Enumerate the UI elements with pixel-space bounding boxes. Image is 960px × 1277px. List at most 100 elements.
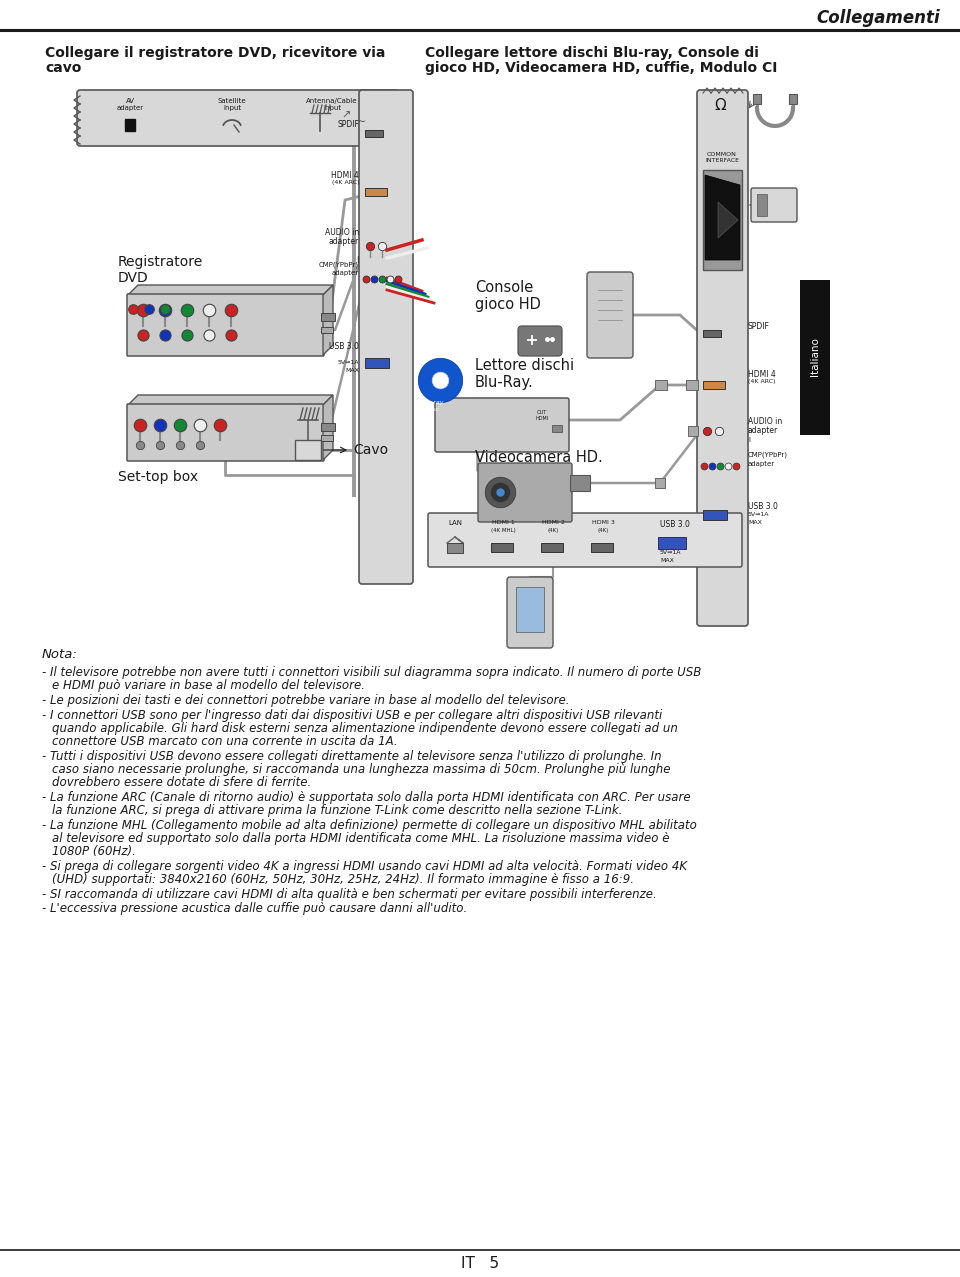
Text: CMP(YPbPr): CMP(YPbPr) xyxy=(748,452,788,458)
Text: la funzione ARC, si prega di attivare prima la funzione T-Link come descritto ne: la funzione ARC, si prega di attivare pr… xyxy=(52,805,622,817)
Text: USB 3.0: USB 3.0 xyxy=(748,502,778,511)
Bar xyxy=(688,427,698,435)
Text: - Tutti i dispositivi USB devono essere collegati direttamente al televisore sen: - Tutti i dispositivi USB devono essere … xyxy=(42,750,661,762)
Text: - I connettori USB sono per l'ingresso dati dai dispositivi USB e per collegare : - I connettori USB sono per l'ingresso d… xyxy=(42,709,662,722)
Bar xyxy=(655,478,665,488)
Text: adapter: adapter xyxy=(332,269,359,276)
Text: Set-top box: Set-top box xyxy=(118,470,198,484)
Bar xyxy=(789,94,797,103)
Text: IT   5: IT 5 xyxy=(461,1255,499,1271)
Text: CMP(YPbPr): CMP(YPbPr) xyxy=(319,261,359,267)
Text: (4K): (4K) xyxy=(597,527,609,533)
Text: 5V⇒1A: 5V⇒1A xyxy=(660,550,682,555)
Polygon shape xyxy=(705,175,740,261)
Text: Ω: Ω xyxy=(714,97,726,112)
Text: SPDIF: SPDIF xyxy=(337,120,359,129)
Text: $\nearrow$: $\nearrow$ xyxy=(339,110,351,120)
Text: MAX: MAX xyxy=(748,520,762,525)
FancyBboxPatch shape xyxy=(77,89,398,146)
Bar xyxy=(447,543,463,553)
Text: Italiano: Italiano xyxy=(810,337,820,377)
Text: adapter: adapter xyxy=(748,427,779,435)
Bar xyxy=(516,587,544,632)
Bar xyxy=(591,543,613,552)
Text: - La funzione ARC (Canale di ritorno audio) è supportata solo dalla porta HDMI i: - La funzione ARC (Canale di ritorno aud… xyxy=(42,790,690,803)
Text: Disc: Disc xyxy=(426,407,440,412)
Text: I: I xyxy=(356,255,359,266)
Text: - L'eccessiva pressione acustica dalle cuffie può causare danni all'udito.: - L'eccessiva pressione acustica dalle c… xyxy=(42,903,468,916)
Text: AV
adapter: AV adapter xyxy=(116,98,144,111)
FancyBboxPatch shape xyxy=(587,272,633,358)
Text: adapter: adapter xyxy=(328,238,359,246)
Bar xyxy=(703,170,742,269)
Text: al televisore ed supportato solo dalla porta HDMI identificata come MHL. La riso: al televisore ed supportato solo dalla p… xyxy=(52,831,669,845)
Text: COMMON
INTERFACE: COMMON INTERFACE xyxy=(705,152,739,162)
FancyBboxPatch shape xyxy=(518,326,562,356)
Text: caso siano necessarie prolunghe, si raccomanda una lunghezza massima di 50cm. Pr: caso siano necessarie prolunghe, si racc… xyxy=(52,762,670,776)
Bar xyxy=(321,313,335,321)
Text: - Le posizioni dei tasti e dei connettori potrebbe variare in base al modello de: - Le posizioni dei tasti e dei connettor… xyxy=(42,693,569,707)
Bar xyxy=(703,381,725,389)
Text: (4K ARC): (4K ARC) xyxy=(748,379,776,384)
Text: cavo: cavo xyxy=(45,61,82,75)
Text: 5V⇒1A: 5V⇒1A xyxy=(748,512,770,517)
Text: 1080P (60Hz).: 1080P (60Hz). xyxy=(52,845,136,858)
Bar xyxy=(365,130,383,137)
Text: MAX: MAX xyxy=(346,368,359,373)
Bar xyxy=(295,441,321,460)
FancyBboxPatch shape xyxy=(435,398,569,452)
Text: (4K ARC): (4K ARC) xyxy=(331,180,359,185)
Text: $\sim$: $\sim$ xyxy=(354,116,366,126)
Polygon shape xyxy=(323,395,333,460)
Text: - La funzione MHL (Collegamento mobile ad alta definizione) permette di collegar: - La funzione MHL (Collegamento mobile a… xyxy=(42,819,697,831)
Bar xyxy=(321,435,333,441)
Text: HDMI 1: HDMI 1 xyxy=(492,520,515,525)
Text: - Si prega di collegare sorgenti video 4K a ingressi HDMI usando cavi HDMI ad al: - Si prega di collegare sorgenti video 4… xyxy=(42,859,687,872)
Text: I: I xyxy=(748,437,750,443)
Text: (UHD) supportati: 3840x2160 (60Hz, 50Hz, 30Hz, 25Hz, 24Hz). Il formato immagine : (UHD) supportati: 3840x2160 (60Hz, 50Hz,… xyxy=(52,873,634,886)
Text: Console
gioco HD: Console gioco HD xyxy=(475,280,540,313)
Text: HDMI 2: HDMI 2 xyxy=(541,520,564,525)
Bar xyxy=(686,381,698,389)
Polygon shape xyxy=(323,285,333,355)
Text: Antenna/Cable
Input: Antenna/Cable Input xyxy=(306,98,358,111)
Text: Nota:: Nota: xyxy=(42,647,78,661)
Text: Lettore dischi
Blu-Ray.: Lettore dischi Blu-Ray. xyxy=(475,358,574,391)
Bar xyxy=(321,327,333,333)
Bar xyxy=(365,358,389,368)
Text: AUDIO in: AUDIO in xyxy=(324,229,359,238)
Text: Videocamera HD.: Videocamera HD. xyxy=(475,450,603,465)
FancyBboxPatch shape xyxy=(127,404,324,461)
Text: (4K): (4K) xyxy=(547,527,559,533)
Text: Satellite
Input: Satellite Input xyxy=(218,98,247,111)
Bar xyxy=(800,280,830,435)
Text: Registratore
DVD: Registratore DVD xyxy=(118,255,204,285)
Text: dovrebbero essere dotate di sfere di ferrite.: dovrebbero essere dotate di sfere di fer… xyxy=(52,776,311,789)
Text: - Il televisore potrebbe non avere tutti i connettori visibili sul diagramma sop: - Il televisore potrebbe non avere tutti… xyxy=(42,667,701,679)
Polygon shape xyxy=(718,202,738,238)
Bar xyxy=(541,543,563,552)
Text: LAN: LAN xyxy=(448,520,462,526)
Polygon shape xyxy=(128,395,333,405)
Text: adapter: adapter xyxy=(748,461,775,467)
Text: Collegamenti: Collegamenti xyxy=(816,9,940,27)
Text: Collegare lettore dischi Blu-ray, Console di: Collegare lettore dischi Blu-ray, Consol… xyxy=(425,46,758,60)
Text: (4K MHL): (4K MHL) xyxy=(491,527,516,533)
Bar xyxy=(570,475,590,490)
Text: quando applicabile. Gli hard disk esterni senza alimentazione indipendente devon: quando applicabile. Gli hard disk estern… xyxy=(52,722,678,734)
Text: 5V⇒1A: 5V⇒1A xyxy=(338,360,359,365)
Text: - SI raccomanda di utilizzare cavi HDMI di alta qualità e ben schermati per evit: - SI raccomanda di utilizzare cavi HDMI … xyxy=(42,888,657,900)
Text: MAX: MAX xyxy=(660,558,674,563)
Text: HDMI 4: HDMI 4 xyxy=(748,370,776,379)
Bar xyxy=(125,119,135,132)
Text: connettore USB marcato con una corrente in uscita da 1A.: connettore USB marcato con una corrente … xyxy=(52,736,397,748)
Polygon shape xyxy=(128,285,333,295)
Bar xyxy=(703,329,721,337)
FancyBboxPatch shape xyxy=(507,577,553,647)
FancyBboxPatch shape xyxy=(697,89,748,626)
Bar xyxy=(552,425,562,432)
FancyBboxPatch shape xyxy=(751,188,797,222)
Bar xyxy=(703,510,727,520)
Text: HDMI 3: HDMI 3 xyxy=(591,520,614,525)
Bar xyxy=(753,94,761,103)
